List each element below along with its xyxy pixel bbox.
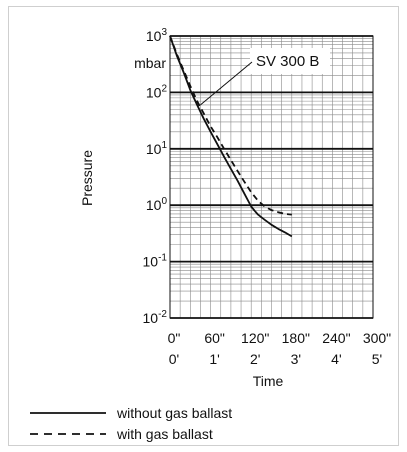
x-tick-labels: 0" 0' 60" 1' 120" 2' 180" 3' 240" 4' 300" 5' [168, 330, 392, 367]
legend-label: with gas ballast [116, 426, 213, 442]
x-axis-label: Time [253, 373, 284, 389]
chart-frame [8, 6, 399, 446]
y-tick-label: 102 [146, 83, 168, 100]
x-tick-label-minutes: 2' [250, 351, 260, 367]
series-line-without-gas-ballast [169, 35, 293, 238]
y-axis-label: Pressure [79, 150, 95, 206]
x-tick-label-seconds: 240" [322, 330, 350, 346]
series-line-with-gas-ballast [169, 35, 292, 216]
x-tick-label-seconds: 300" [363, 330, 391, 346]
annotation-box [250, 48, 330, 74]
x-tick-label-seconds: 60" [204, 330, 225, 346]
y-unit-label: mbar [134, 55, 166, 71]
plot-border [169, 35, 374, 319]
y-tick-labels: 103 102 101 100 10-1 10-2 [143, 27, 168, 326]
x-tick-label-seconds: 180" [282, 330, 310, 346]
legend-label: without gas ballast [116, 405, 232, 421]
minor-grid [169, 36, 374, 318]
y-tick-label: 100 [146, 196, 168, 213]
x-tick-label-minutes: 4' [331, 351, 341, 367]
series-layer [169, 35, 293, 238]
x-tick-label-minutes: 5' [372, 351, 382, 367]
x-tick-label-minutes: 1' [209, 351, 219, 367]
annotation-leader [200, 61, 253, 106]
y-tick-label: 10-2 [143, 309, 168, 326]
legend: without gas ballast with gas ballast [30, 405, 232, 442]
x-tick-label-seconds: 120" [241, 330, 269, 346]
x-tick-label-minutes: 3' [291, 351, 301, 367]
x-tick-label-seconds: 0" [168, 330, 181, 346]
x-tick-label-minutes: 0' [169, 351, 179, 367]
annotation-label: SV 300 B [256, 53, 319, 70]
y-tick-label: 103 [146, 27, 168, 44]
y-tick-label: 10-1 [143, 253, 168, 270]
y-tick-label: 101 [146, 140, 168, 157]
